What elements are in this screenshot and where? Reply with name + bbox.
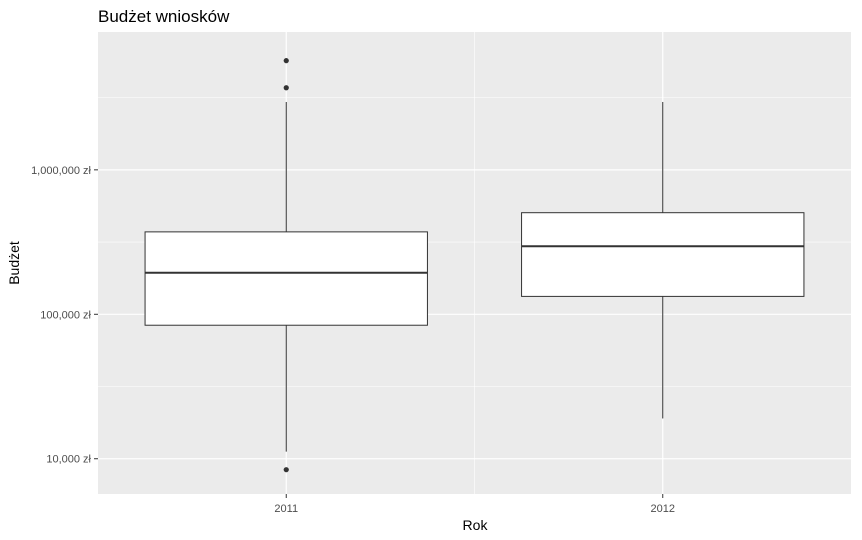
x-tick-label: 2012 <box>651 503 675 515</box>
x-axis-title: Rok <box>463 517 489 533</box>
box-2011 <box>144 58 428 473</box>
y-tick-label: 100,000 zł <box>40 309 91 321</box>
x-axis: 2011 2012 <box>274 494 675 515</box>
outlier-point <box>283 467 289 473</box>
x-tick-label: 2011 <box>274 503 298 515</box>
chart-title: Budżet wniosków <box>98 7 230 26</box>
outlier-point <box>283 85 289 91</box>
y-axis: 10,000 zł 100,000 zł 1,000,000 zł <box>31 165 98 466</box>
boxes-layer <box>144 58 805 473</box>
box-2012 <box>521 101 805 419</box>
box-iqr <box>144 231 428 326</box>
y-tick-label: 1,000,000 zł <box>31 165 91 177</box>
box-iqr <box>521 212 805 297</box>
outlier-point <box>283 58 289 64</box>
y-axis-title: Budżet <box>6 241 22 285</box>
y-tick-label: 10,000 zł <box>46 454 91 466</box>
